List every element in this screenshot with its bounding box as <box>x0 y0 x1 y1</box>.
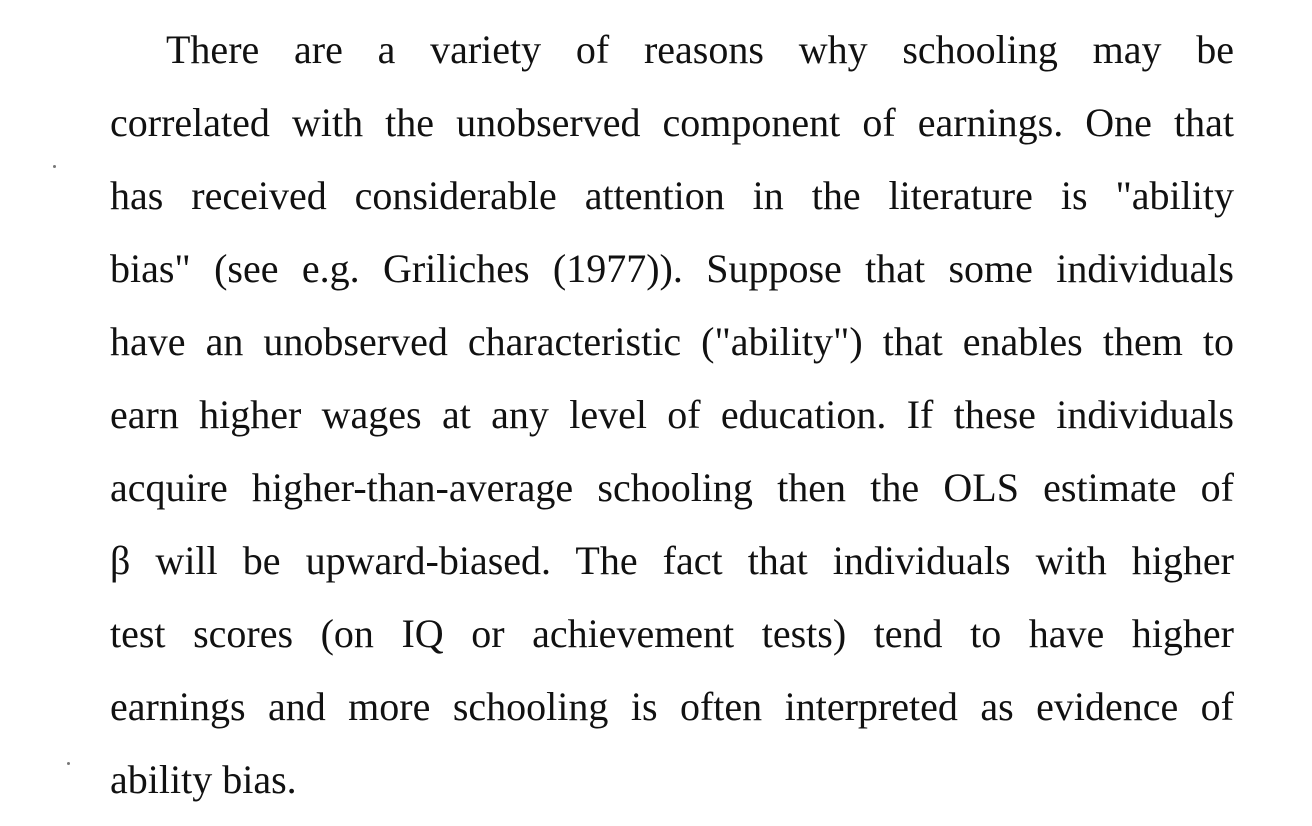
paragraph-line-9: test scores (on IQ or achievement tests)… <box>110 611 1234 656</box>
paragraph-line-3: has received considerable attention in t… <box>110 173 1234 218</box>
paragraph-line-11: ability bias. <box>110 757 297 802</box>
paragraph-line-5: have an unobserved characteristic ("abil… <box>110 319 1234 364</box>
paragraph-line-1: There are a variety of reasons why schoo… <box>166 27 1234 72</box>
paragraph-line-10: earnings and more schooling is often int… <box>110 684 1234 729</box>
paragraph-line-8: β will be upward-biased. The fact that i… <box>110 538 1234 583</box>
paragraph-line-4: bias" (see e.g. Griliches (1977)). Suppo… <box>110 246 1234 291</box>
paragraph-line-6: earn higher wages at any level of educat… <box>110 392 1234 437</box>
paragraph-line-7: acquire higher-than-average schooling th… <box>110 465 1234 510</box>
paragraph-line-2: correlated with the unobserved component… <box>110 100 1234 145</box>
scan-speck <box>67 762 70 765</box>
scan-speck <box>53 165 56 168</box>
